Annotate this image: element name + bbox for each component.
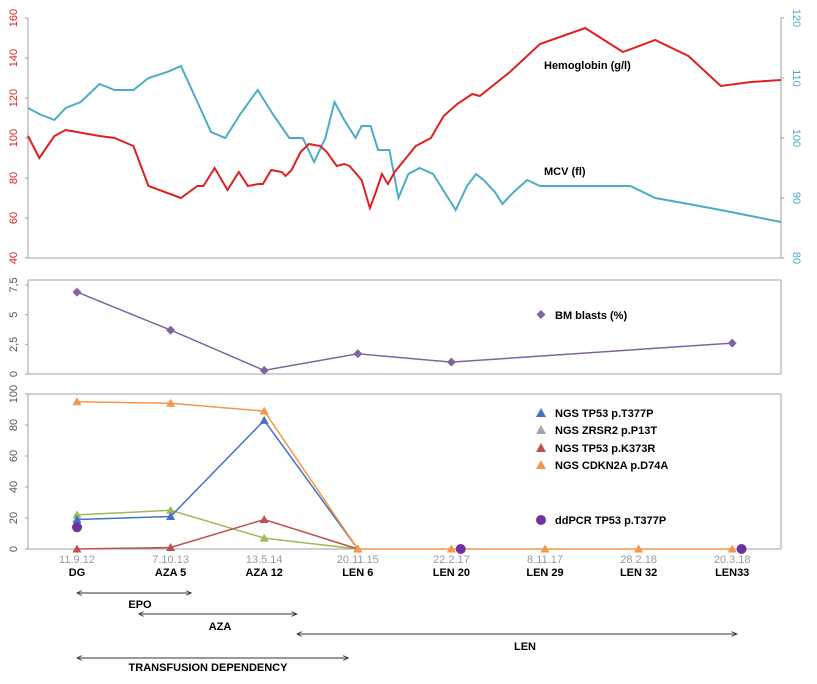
top-left-tick-label: 140 [8,49,20,67]
panel-hemoglobin-mcv: 40 60 80 100 120 140 160 80 90 100 110 120 Hemoglobi… [8,9,802,264]
cdkn2a-point [166,398,176,407]
tp53-k373r-point [72,544,82,553]
cdkn2a-point [634,544,644,553]
legend-zrsr2-marker [536,425,546,434]
green-line [76,509,358,550]
ddpcr-point [736,544,747,554]
top-right-tick-label: 120 [790,9,802,27]
tp53-k373r-point [166,543,176,551]
x-category-label: LEN 29 [526,567,563,579]
bm-blasts-point [353,349,363,359]
cdkn2a-line [76,401,733,550]
tp53-t377p-point [166,512,176,520]
treatment-timeline: EPO AZA LEN TRANSFUSION DEPENDENCY [77,593,737,674]
x-date-label: 13.5.14 [246,554,283,566]
panel-ngs-vaf: 0 20 40 60 80 100 NGS TP53 p.T377P NGS ZRSR2 p.… [8,385,782,579]
legend-cdkn2a-marker [536,460,546,469]
top-left-tick-label: 40 [8,252,20,264]
x-date-label: 20.3.18 [714,554,751,566]
green-point [259,533,269,542]
legend-tp53-k373r-marker [536,443,546,452]
tp53-k373r-point [259,515,269,523]
mid-tick-label: 5 [8,312,20,318]
bot-tick-label: 20 [8,512,20,524]
mcv-series-line [27,64,782,223]
top-right-tick-label: 100 [790,129,802,147]
green-point [166,505,176,514]
bot-tick-label: 60 [8,450,20,462]
panel-bm-blasts: 0 2,5 5 7,5 BM blasts (%) [8,277,782,377]
bot-tick-label: 80 [8,419,20,431]
x-category-label: DG [69,567,86,579]
legend-cdkn2a-label: NGS CDKN2A p.D74A [555,460,668,472]
x-date-label: 8.11.17 [527,554,563,566]
bot-tick-label: 40 [8,481,20,493]
top-right-tick-label: 110 [790,69,802,87]
mid-tick-label: 0 [8,371,20,377]
bm-blasts-line [76,291,733,372]
timeline-label-transfusion: TRANSFUSION DEPENDENCY [129,662,289,674]
cdkn2a-point [72,397,82,406]
top-left-tick-label: 120 [8,89,20,107]
legend-tp53-t377p-marker [536,408,546,417]
timeline-label-aza: AZA [209,621,232,633]
hemoglobin-series-line [27,26,782,212]
top-left-tick-label: 160 [8,9,20,27]
x-category-label: LEN 20 [433,567,470,579]
tp53-t377p-point [259,415,269,424]
legend-tp53-t377p-label: NGS TP53 p.T377P [555,408,653,420]
x-category-label: LEN33 [715,567,749,579]
x-date-label: 11.9.12 [59,554,95,566]
x-date-label: 28.2.18 [620,554,657,566]
top-left-tick-label: 60 [8,212,20,224]
cdkn2a-point [353,544,363,553]
top-right-tick-label: 90 [790,192,802,204]
legend-tp53-k373r-label: NGS TP53 p.K373R [555,443,655,455]
x-category-label: LEN 32 [620,567,657,579]
timeline-label-epo: EPO [128,599,152,611]
cdkn2a-point [540,544,550,553]
x-date-label: 22.2.17 [433,554,470,566]
x-category-label: LEN 6 [342,567,373,579]
tp53-t377p-point [72,515,82,523]
bot-tick-label: 100 [8,385,20,403]
top-left-tick-label: 100 [8,129,20,147]
ddpcr-point [72,522,82,533]
hemoglobin-annotation: Hemoglobin (g/l) [544,60,631,72]
legend-ddpcr-marker [536,515,546,525]
x-category-label: AZA 5 [155,567,186,579]
legend-ddpcr-label: ddPCR TP53 p.T377P [555,515,666,527]
tp53-t377p-line [76,419,359,550]
cdkn2a-point [727,544,737,553]
mid-tick-label: 7,5 [8,277,20,292]
cdkn2a-point [446,544,456,553]
bm-blasts-point [72,287,82,297]
green-point [72,510,82,519]
legend-bm-blasts-marker [536,310,546,319]
legend-zrsr2-label: NGS ZRSR2 p.P13T [555,425,657,437]
legend-bm-blasts-label: BM blasts (%) [555,310,627,322]
bm-blasts-point [446,357,456,367]
top-right-tick-label: 80 [790,252,802,264]
ddpcr-point [455,544,466,554]
x-date-label: 20.11.15 [337,554,379,566]
cdkn2a-point [259,406,269,415]
timeline-label-len: LEN [514,641,536,653]
top-left-tick-label: 80 [8,172,20,184]
bm-blasts-point [727,338,737,348]
bm-blasts-point [166,325,176,335]
tp53-k373r-line [76,518,359,550]
mcv-annotation: MCV (fl) [544,166,586,178]
x-date-label: 7.10.13 [152,554,189,566]
bm-blasts-point [259,365,269,375]
x-category-label: AZA 12 [245,567,283,579]
mid-tick-label: 2,5 [8,337,20,352]
bot-tick-label: 0 [8,546,20,552]
